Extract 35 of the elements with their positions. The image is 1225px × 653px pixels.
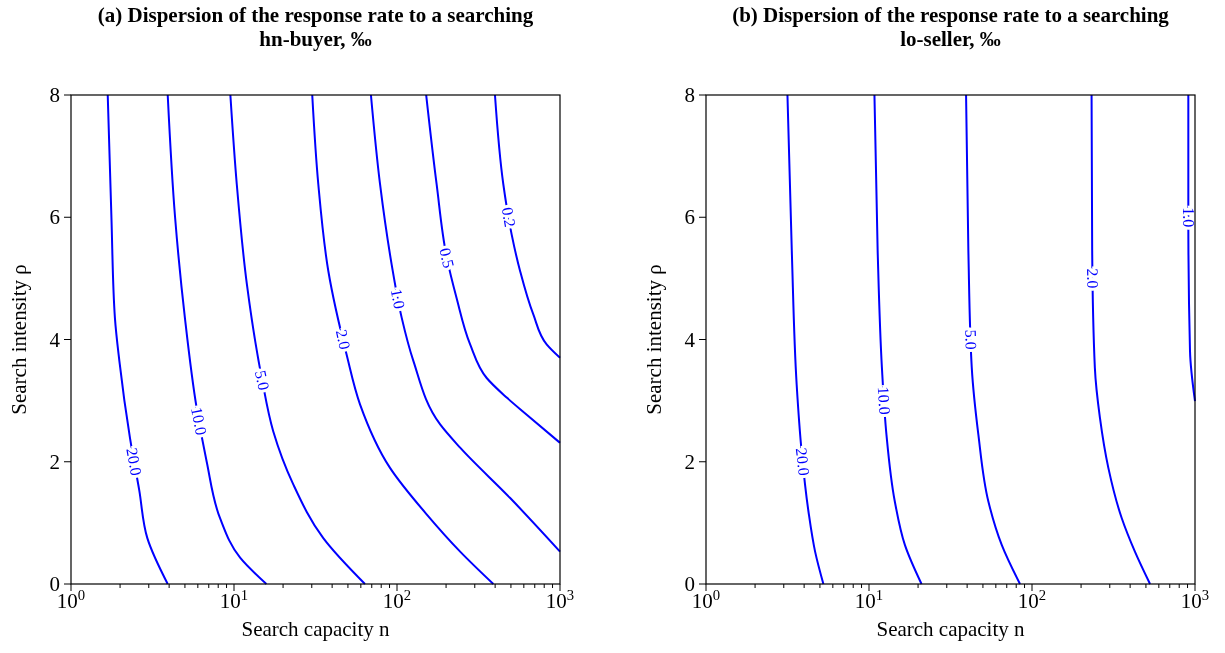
x-tick-label: 10$^{1}$	[219, 587, 249, 613]
x-tick-label: 10$^{3}$	[1180, 587, 1210, 613]
y-axis-title: Search intensity ρ	[7, 264, 31, 415]
x-axis-title: Search capacity n	[241, 617, 391, 641]
y-tick-label: 4	[49, 327, 61, 352]
text: 20.0	[792, 446, 813, 477]
x-axis-title: Search capacity n	[876, 617, 1026, 641]
y-tick-label: 2	[49, 449, 60, 474]
text: 0.2	[498, 205, 519, 229]
text: 2.0	[332, 327, 354, 352]
text: 5.0	[251, 368, 273, 392]
line-series	[786, 94, 825, 585]
y-tick-label: 2	[684, 449, 695, 474]
text: 1.0	[387, 287, 409, 311]
y-tick-label: 4	[684, 327, 696, 352]
y-tick-label: 0	[49, 572, 60, 596]
chart-title: (b) Dispersion of the response rate to a searching lo-seller, ‰	[732, 3, 1170, 51]
text: 20.0	[123, 446, 146, 478]
y-tick-label: 0	[684, 572, 695, 596]
x-tick-label: 10$^{2}$	[1017, 587, 1047, 613]
chart-title: (a) Dispersion of the response rate to a searching hn-buyer, ‰	[97, 3, 534, 51]
text: 0.5	[436, 246, 458, 270]
y-tick-label: 8	[684, 83, 695, 107]
y-tick-label: 8	[49, 83, 60, 107]
y-axis-title: Search intensity ρ	[642, 264, 666, 415]
y-tick-label: 6	[684, 205, 695, 230]
text: 2.0	[1084, 268, 1102, 289]
y-tick-label: 6	[49, 205, 60, 230]
text: 5.0	[962, 329, 980, 350]
text: 1.0	[1179, 207, 1197, 228]
x-tick-label: 10$^{2}$	[382, 587, 412, 613]
x-tick-label: 10$^{1}$	[854, 587, 884, 613]
text: 10.0	[188, 405, 211, 437]
x-tick-label: 10$^{3}$	[545, 587, 575, 613]
text: 10.0	[874, 386, 894, 416]
